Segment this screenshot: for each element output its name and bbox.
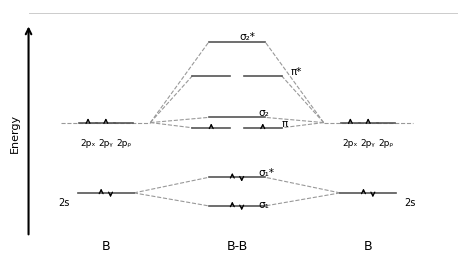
Text: σ₁: σ₁ bbox=[258, 200, 269, 210]
Text: π: π bbox=[282, 119, 288, 129]
Text: 2pₓ: 2pₓ bbox=[81, 139, 96, 148]
Text: 2pᵧ: 2pᵧ bbox=[99, 139, 113, 148]
Text: 2pᵨ: 2pᵨ bbox=[116, 139, 131, 148]
Text: B-B: B-B bbox=[227, 240, 247, 253]
Text: σ₁*: σ₁* bbox=[258, 168, 274, 178]
Text: 2pₓ: 2pₓ bbox=[343, 139, 358, 148]
Text: σ₂: σ₂ bbox=[258, 109, 269, 118]
Text: σ₂*: σ₂* bbox=[239, 32, 255, 42]
Text: π*: π* bbox=[291, 67, 302, 77]
Text: 2s: 2s bbox=[405, 198, 416, 208]
Text: Energy: Energy bbox=[9, 113, 19, 153]
Text: 2pᵨ: 2pᵨ bbox=[378, 139, 393, 148]
Text: B: B bbox=[101, 240, 110, 253]
Text: 2s: 2s bbox=[58, 198, 69, 208]
Text: 2pᵧ: 2pᵧ bbox=[361, 139, 375, 148]
Text: B: B bbox=[364, 240, 373, 253]
